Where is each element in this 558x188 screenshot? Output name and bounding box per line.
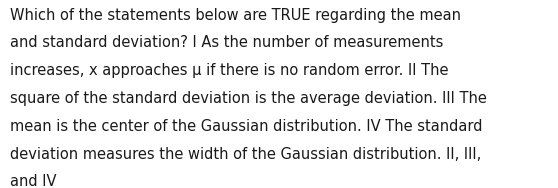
Text: Which of the statements below are TRUE regarding the mean: Which of the statements below are TRUE r… [10, 8, 461, 23]
Text: and standard deviation? I As the number of measurements: and standard deviation? I As the number … [10, 35, 444, 50]
Text: square of the standard deviation is the average deviation. III The: square of the standard deviation is the … [10, 91, 487, 106]
Text: and IV: and IV [10, 174, 56, 188]
Text: mean is the center of the Gaussian distribution. IV The standard: mean is the center of the Gaussian distr… [10, 119, 483, 134]
Text: deviation measures the width of the Gaussian distribution. II, III,: deviation measures the width of the Gaus… [10, 147, 482, 162]
Text: increases, x approaches μ if there is no random error. II The: increases, x approaches μ if there is no… [10, 63, 449, 78]
